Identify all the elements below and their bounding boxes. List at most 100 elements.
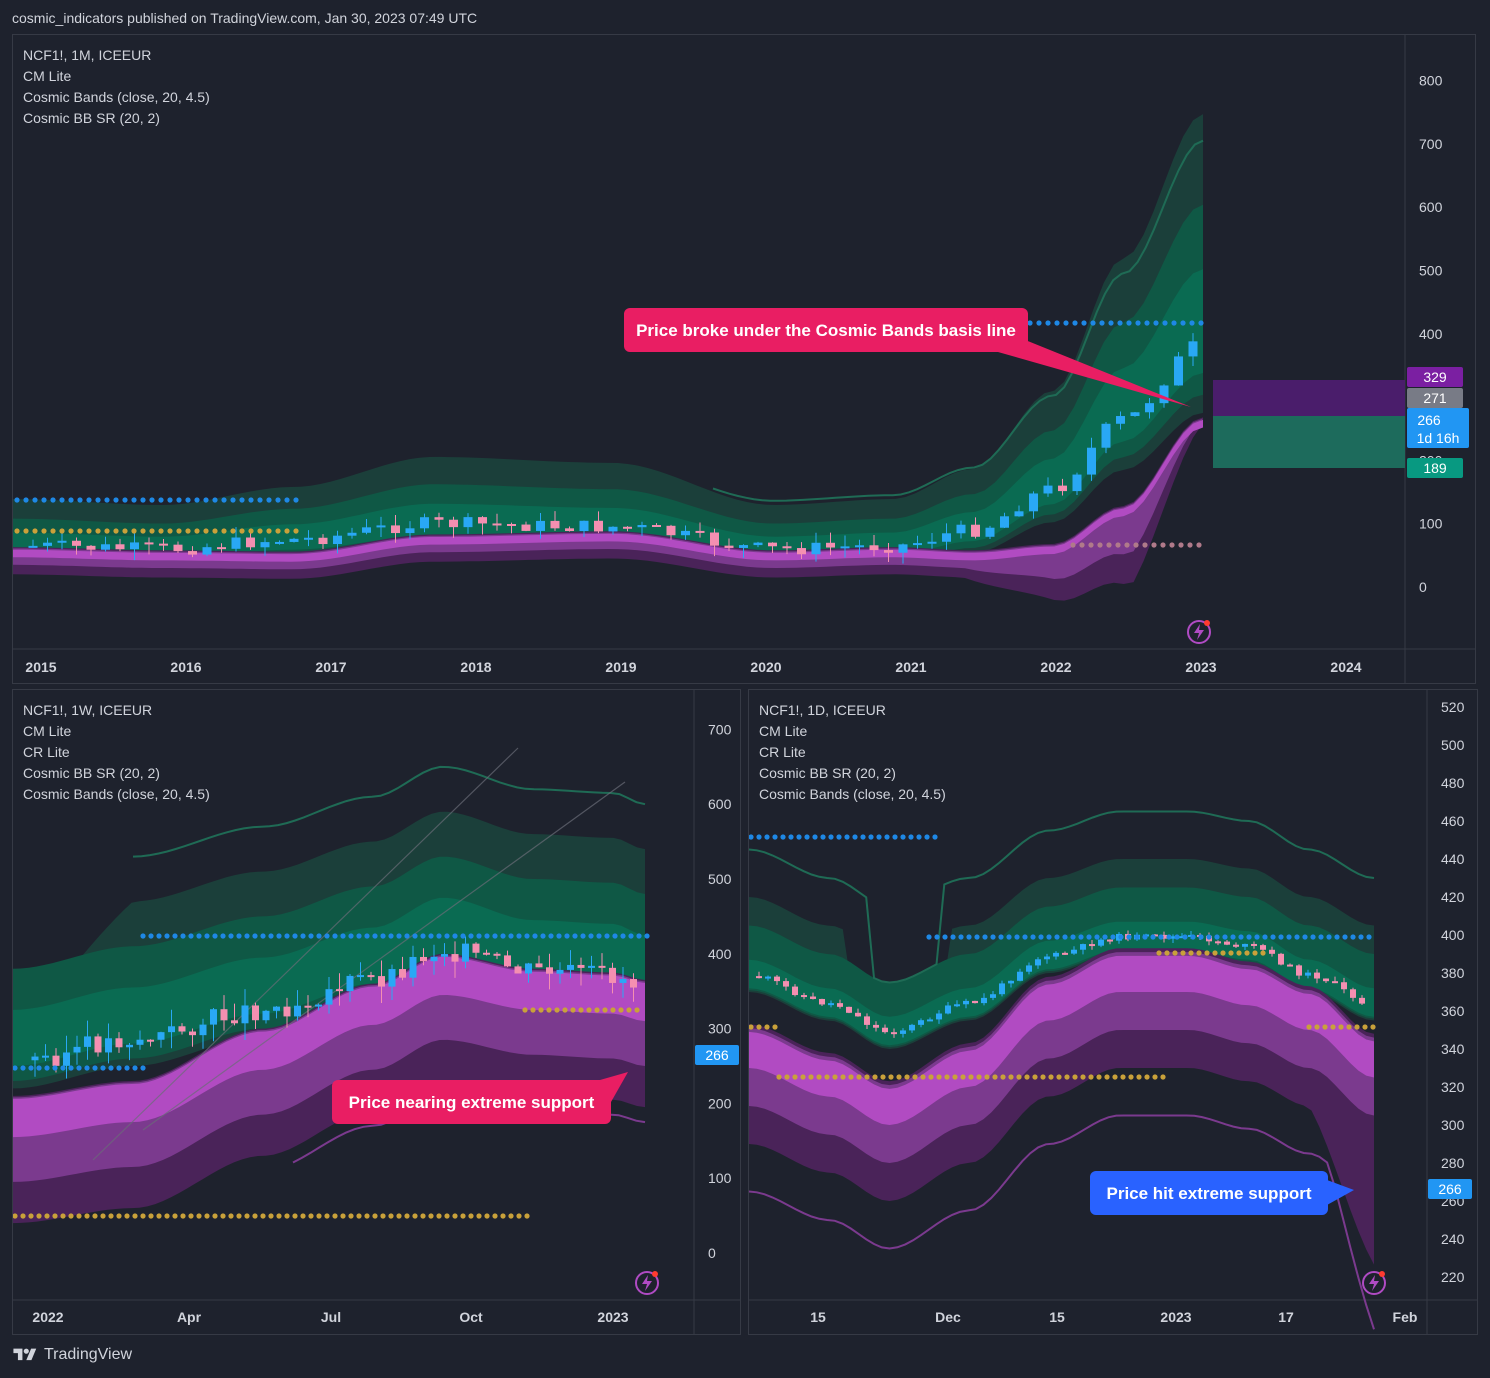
daily-candle [918,1020,924,1025]
monthly-sr-dot [257,497,263,503]
weekly-sr-dot [524,933,530,939]
weekly-candle [220,1009,228,1021]
daily-sr-dot [1198,934,1204,940]
daily-sr-dot [900,834,906,840]
daily-sr-dot [1086,934,1092,940]
monthly-candle [1130,412,1140,417]
weekly-chart-svg[interactable]: 0 100 200 300 400 500 600 700 2022 Apr Jul Oct 2023 2… [13,690,740,1334]
monthly-candle [57,540,67,543]
daily-sr-dot [1190,934,1196,940]
tradingview-branding[interactable]: TradingView [12,1346,132,1364]
daily-sr-dot [1346,1024,1352,1030]
daily-sr-dot [1158,934,1164,940]
weekly-sr-dot [76,1213,82,1219]
monthly-sr-dot [41,528,47,534]
monthly-sr-dot [239,497,245,503]
legend-symbol[interactable]: NCF1!, 1D, ICEEUR [759,702,886,718]
daily-sr-dot [1302,934,1308,940]
weekly-sr-dot [172,1213,178,1219]
weekly-sr-dot [84,1213,90,1219]
weekly-sr-dot [356,933,362,939]
daily-price-tag-266-bg [1428,1179,1472,1199]
weekly-candle [378,976,385,987]
monthly-chart-panel[interactable]: 0100200300400500600700800201520162017201… [12,34,1476,684]
daily-xtick: 15 [810,1309,826,1325]
daily-sr-dot [1244,950,1250,956]
legend-indicator-cosmic-bands[interactable]: Cosmic Bands (close, 20, 4.5) [759,786,946,802]
monthly-callout-pointer [998,335,1191,407]
weekly-sr-dot [604,933,610,939]
legend-indicator-cr-lite[interactable]: CR Lite [23,744,70,760]
weekly-callout-bubble [332,1080,611,1124]
legend-indicator-cosmic-bands[interactable]: Cosmic Bands (close, 20, 4.5) [23,89,210,105]
daily-candle [1350,989,1356,998]
weekly-sr-dot [284,1213,290,1219]
daily-candle [774,976,780,982]
weekly-sr-dot [260,1213,266,1219]
weekly-sr-dot [116,1213,122,1219]
daily-sr-dot [824,1074,830,1080]
daily-sr-dot [952,1074,958,1080]
weekly-candle [346,975,354,992]
weekly-sr-dot [364,1213,370,1219]
weekly-sr-dot [276,933,282,939]
monthly-sr-dot [1153,320,1159,326]
monthly-sr-dot [77,497,83,503]
weekly-candle [567,964,574,970]
weekly-sr-dot [100,1213,106,1219]
monthly-sr-dot [230,528,236,534]
weekly-candle [483,952,490,955]
weekly-candle [115,1038,123,1048]
monthly-band-0 [13,114,1203,568]
weekly-candle [535,963,543,968]
legend-indicator-cr-lite[interactable]: CR Lite [759,744,806,760]
legend-indicator-cm-lite[interactable]: CM Lite [23,68,72,84]
daily-chart-panel[interactable]: 220 240 260 280 300 320 340 360 380 400 420 440 460 4… [748,689,1478,1335]
daily-sr-dot [932,834,938,840]
weekly-sr-dot [204,933,210,939]
daily-candle [909,1024,915,1031]
monthly-sr-dot [1027,320,1033,326]
monthly-sr-dot [212,528,218,534]
monthly-candle [550,520,560,529]
weekly-sr-dot [388,933,394,939]
legend-indicator-cm-lite[interactable]: CM Lite [759,723,808,739]
daily-sr-dot [1220,950,1226,956]
daily-sr-dot [1110,934,1116,940]
weekly-candle [283,1006,291,1017]
monthly-sr-dot [122,528,128,534]
monthly-candle [492,523,502,526]
legend-symbol[interactable]: NCF1!, 1W, ICEEUR [23,702,153,718]
legend-indicator-cosmic-bb-sr[interactable]: Cosmic BB SR (20, 2) [759,765,896,781]
legend-indicator-cosmic-bb-sr[interactable]: Cosmic BB SR (20, 2) [23,765,160,781]
monthly-sr-dot [113,497,119,503]
daily-sr-dot [1088,1074,1094,1080]
monthly-sr-dot [230,497,236,503]
monthly-candle [1174,356,1183,386]
daily-sr-dot [1014,934,1020,940]
daily-sr-dot [984,1074,990,1080]
daily-chart-svg[interactable]: 2202402602803003203403603804004204404604… [749,690,1477,1334]
daily-candle [1287,964,1293,967]
monthly-chart-svg[interactable]: 0100200300400500600700800201520162017201… [13,35,1475,683]
weekly-chart-panel[interactable]: 0 100 200 300 400 500 600 700 2022 Apr Jul Oct 2023 2… [12,689,741,1335]
weekly-ytick: 400 [708,946,732,962]
legend-indicator-cosmic-bands[interactable]: Cosmic Bands (close, 20, 4.5) [23,786,210,802]
daily-sr-dot [860,834,866,840]
monthly-candle [1058,485,1067,492]
legend-indicator-cm-lite[interactable]: CM Lite [23,723,72,739]
daily-sr-dot [1314,1024,1320,1030]
weekly-sr-dot [476,933,482,939]
legend-symbol[interactable]: NCF1!, 1M, ICEEUR [23,47,152,63]
daily-sr-dot [772,1024,778,1030]
monthly-sr-dot [284,497,290,503]
daily-sr-dot [1212,950,1218,956]
daily-candle [1071,949,1077,954]
legend-indicator-cosmic-bb-sr[interactable]: Cosmic BB SR (20, 2) [23,110,160,126]
weekly-sr-dot [580,933,586,939]
daily-ytick: 520 [1441,699,1465,715]
weekly-price-tag-266-bg [695,1045,739,1065]
weekly-sr-dot [554,1007,560,1013]
daily-ytick: 360 [1441,1003,1465,1019]
monthly-sr-dot [203,497,209,503]
